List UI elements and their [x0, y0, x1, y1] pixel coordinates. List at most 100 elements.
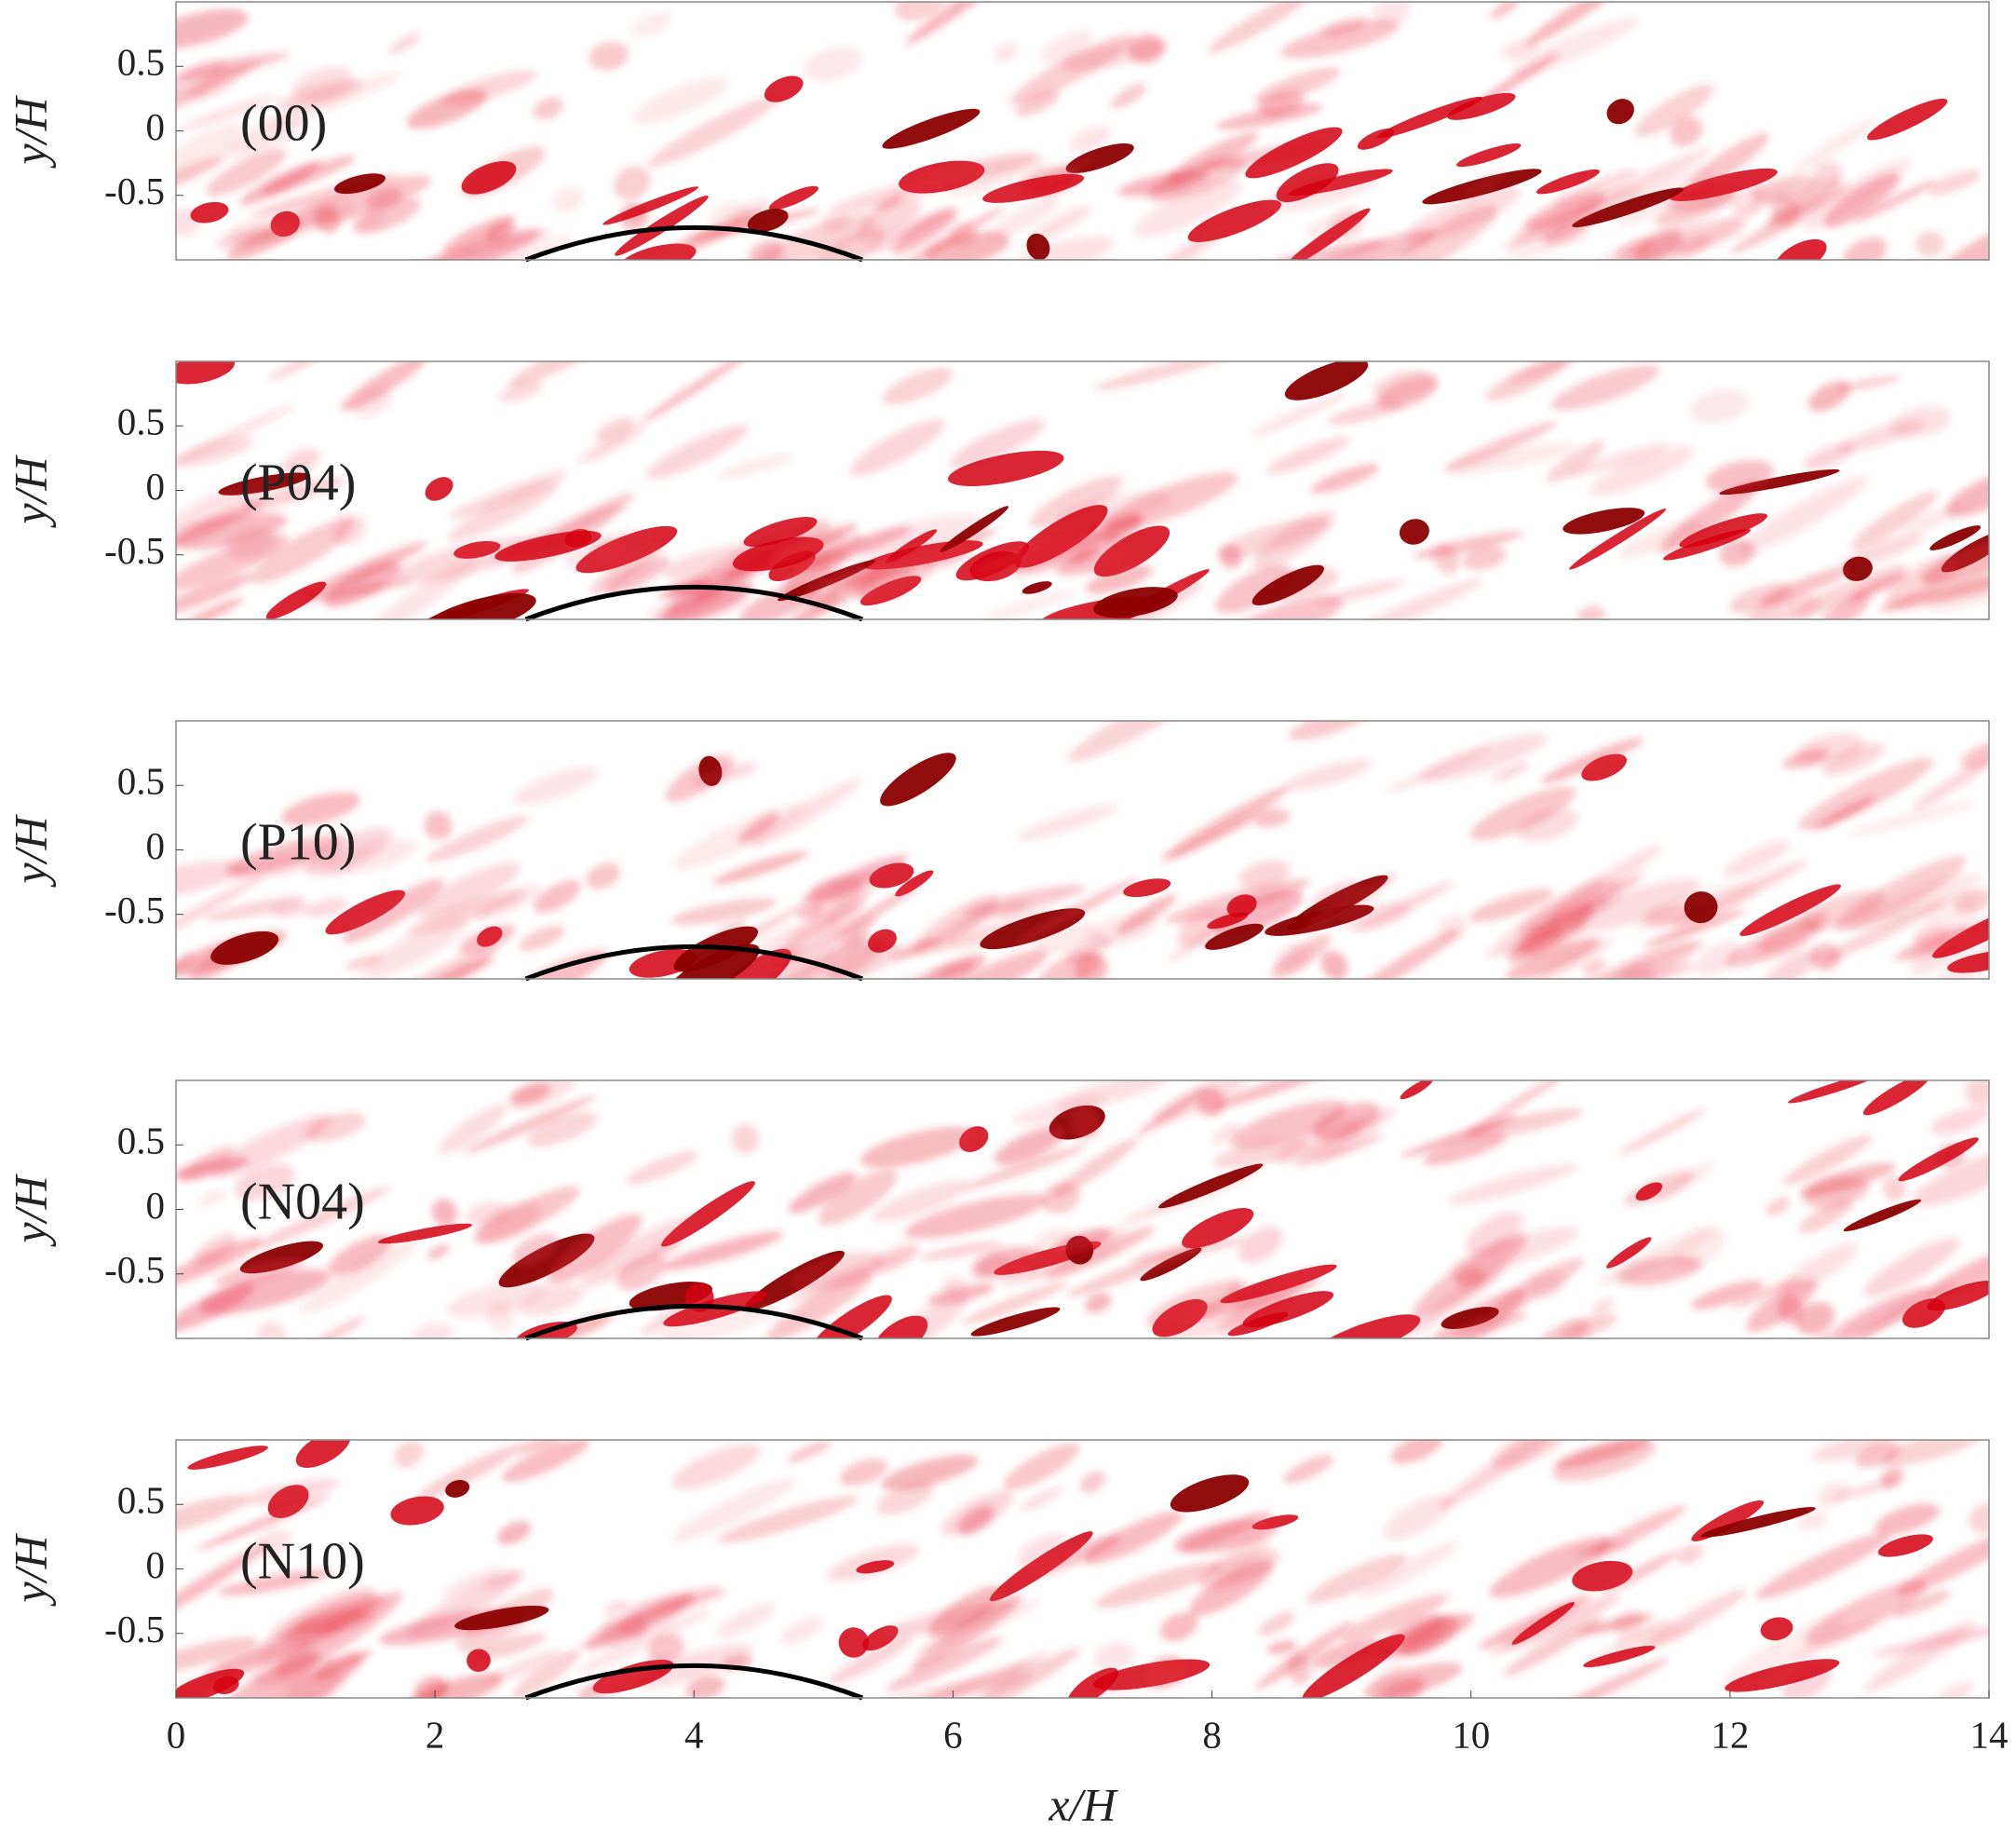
flow-blob: [1423, 1133, 1507, 1165]
flow-blob: [190, 201, 229, 224]
flow-blob: [1448, 1227, 1579, 1276]
flow-blob: [1843, 1199, 1922, 1232]
panel-label: (P04): [240, 455, 356, 512]
flow-blob: [214, 1257, 304, 1286]
flow-blob: [192, 62, 244, 101]
flow-blob: [1820, 900, 1946, 963]
flow-blob: [494, 530, 602, 562]
flow-blob: [717, 1496, 859, 1543]
flow-blob: [886, 1636, 1004, 1692]
flow-blob: [1196, 1087, 1225, 1117]
flow-blob: [511, 1232, 560, 1267]
flow-blob: [176, 1668, 245, 1698]
flow-blob: [648, 591, 747, 619]
panel-label: (N10): [240, 1533, 365, 1591]
flow-blob: [417, 1445, 521, 1500]
flow-blob: [1026, 1228, 1074, 1265]
flow-blob: [408, 1570, 524, 1636]
flow-blob: [250, 518, 356, 584]
flow-blob: [1042, 154, 1099, 185]
hill: [524, 1303, 864, 1341]
flow-blob: [314, 1649, 372, 1680]
flow-blob: [1383, 1494, 1454, 1541]
flow-blob: [176, 156, 226, 191]
flow-blob: [802, 549, 848, 573]
flow-blob: [225, 835, 343, 875]
field: [176, 1080, 1989, 1338]
flow-blob: [1070, 126, 1110, 153]
flow-blob: [499, 381, 543, 402]
flow-blob: [1339, 1594, 1449, 1642]
flow-blob: [176, 597, 244, 619]
flow-blob: [578, 1608, 710, 1674]
flow-blob: [1883, 1175, 1906, 1201]
flow-blob: [1912, 1147, 1989, 1207]
flow-blob: [919, 1241, 1003, 1261]
flow-blob: [1947, 950, 1989, 973]
flow-blob: [630, 12, 671, 36]
flow-blob: [431, 1198, 458, 1228]
flow-blob: [1287, 1652, 1312, 1685]
flow-blob: [225, 117, 304, 157]
flow-blob: [1067, 1667, 1118, 1698]
y-axis-label: y/H: [4, 1174, 56, 1248]
flow-blob: [388, 33, 421, 55]
flow-blob: [1582, 958, 1606, 974]
flow-blob: [789, 1248, 919, 1302]
flow-blob: [626, 1150, 698, 1186]
flow-blob: [1569, 509, 1667, 570]
flow-blob: [1208, 2, 1315, 53]
flow-blob: [1463, 171, 1509, 198]
flow-blob: [1766, 1197, 1791, 1216]
flow-blob: [461, 161, 517, 195]
flow-blob: [519, 925, 565, 952]
flow-blob: [1238, 1227, 1283, 1263]
flow-blob: [179, 1146, 235, 1182]
flow-blob: [1226, 894, 1257, 918]
flow-blob: [1284, 361, 1369, 400]
flow-blob: [1261, 240, 1385, 260]
flow-blob: [1770, 196, 1801, 225]
flow-blob: [176, 60, 227, 99]
flow-blob: [747, 209, 789, 233]
flow-blob: [1469, 786, 1576, 841]
flow-blob: [1283, 208, 1371, 260]
flow-blob: [1012, 877, 1139, 945]
flow-blob: [728, 197, 773, 226]
flow-blob: [352, 386, 392, 418]
flow-blob: [1634, 228, 1682, 260]
flow-blob: [426, 816, 529, 862]
y-tick-label: -0.5: [104, 529, 165, 572]
flow-blob: [1217, 517, 1328, 558]
flow-blob: [604, 1600, 628, 1616]
flow-blob: [1022, 1246, 1122, 1283]
flow-blob: [595, 416, 635, 441]
flow-blob: [1654, 191, 1734, 226]
flow-blob: [1589, 445, 1695, 496]
flow-blob: [281, 448, 320, 475]
flow-blob: [1219, 1267, 1319, 1331]
y-tick-label: 0: [146, 465, 166, 508]
flow-blob: [671, 1477, 796, 1542]
flow-blob: [1616, 238, 1650, 259]
flow-blob: [552, 187, 584, 212]
flow-blob: [1927, 1280, 1989, 1311]
flow-blob: [1506, 232, 1589, 260]
flow-blob: [1946, 473, 1989, 517]
flow-blob: [859, 565, 917, 602]
flow-blob: [254, 1527, 291, 1557]
flow-blob: [1576, 940, 1707, 979]
flow-blob: [924, 544, 972, 568]
flow-blob: [738, 813, 778, 843]
flow-blob: [1173, 1519, 1279, 1554]
flow-blob: [1131, 1238, 1245, 1263]
flow-blob: [323, 561, 401, 608]
flow-blob: [1314, 580, 1406, 605]
flow-blob: [483, 1649, 560, 1686]
flow-blob: [764, 939, 884, 979]
flow-blob: [1088, 913, 1158, 946]
y-tick-label: 0: [146, 1184, 166, 1227]
flow-blob: [333, 173, 386, 195]
flow-blob: [1209, 1080, 1338, 1110]
flow-blob: [1055, 545, 1140, 576]
